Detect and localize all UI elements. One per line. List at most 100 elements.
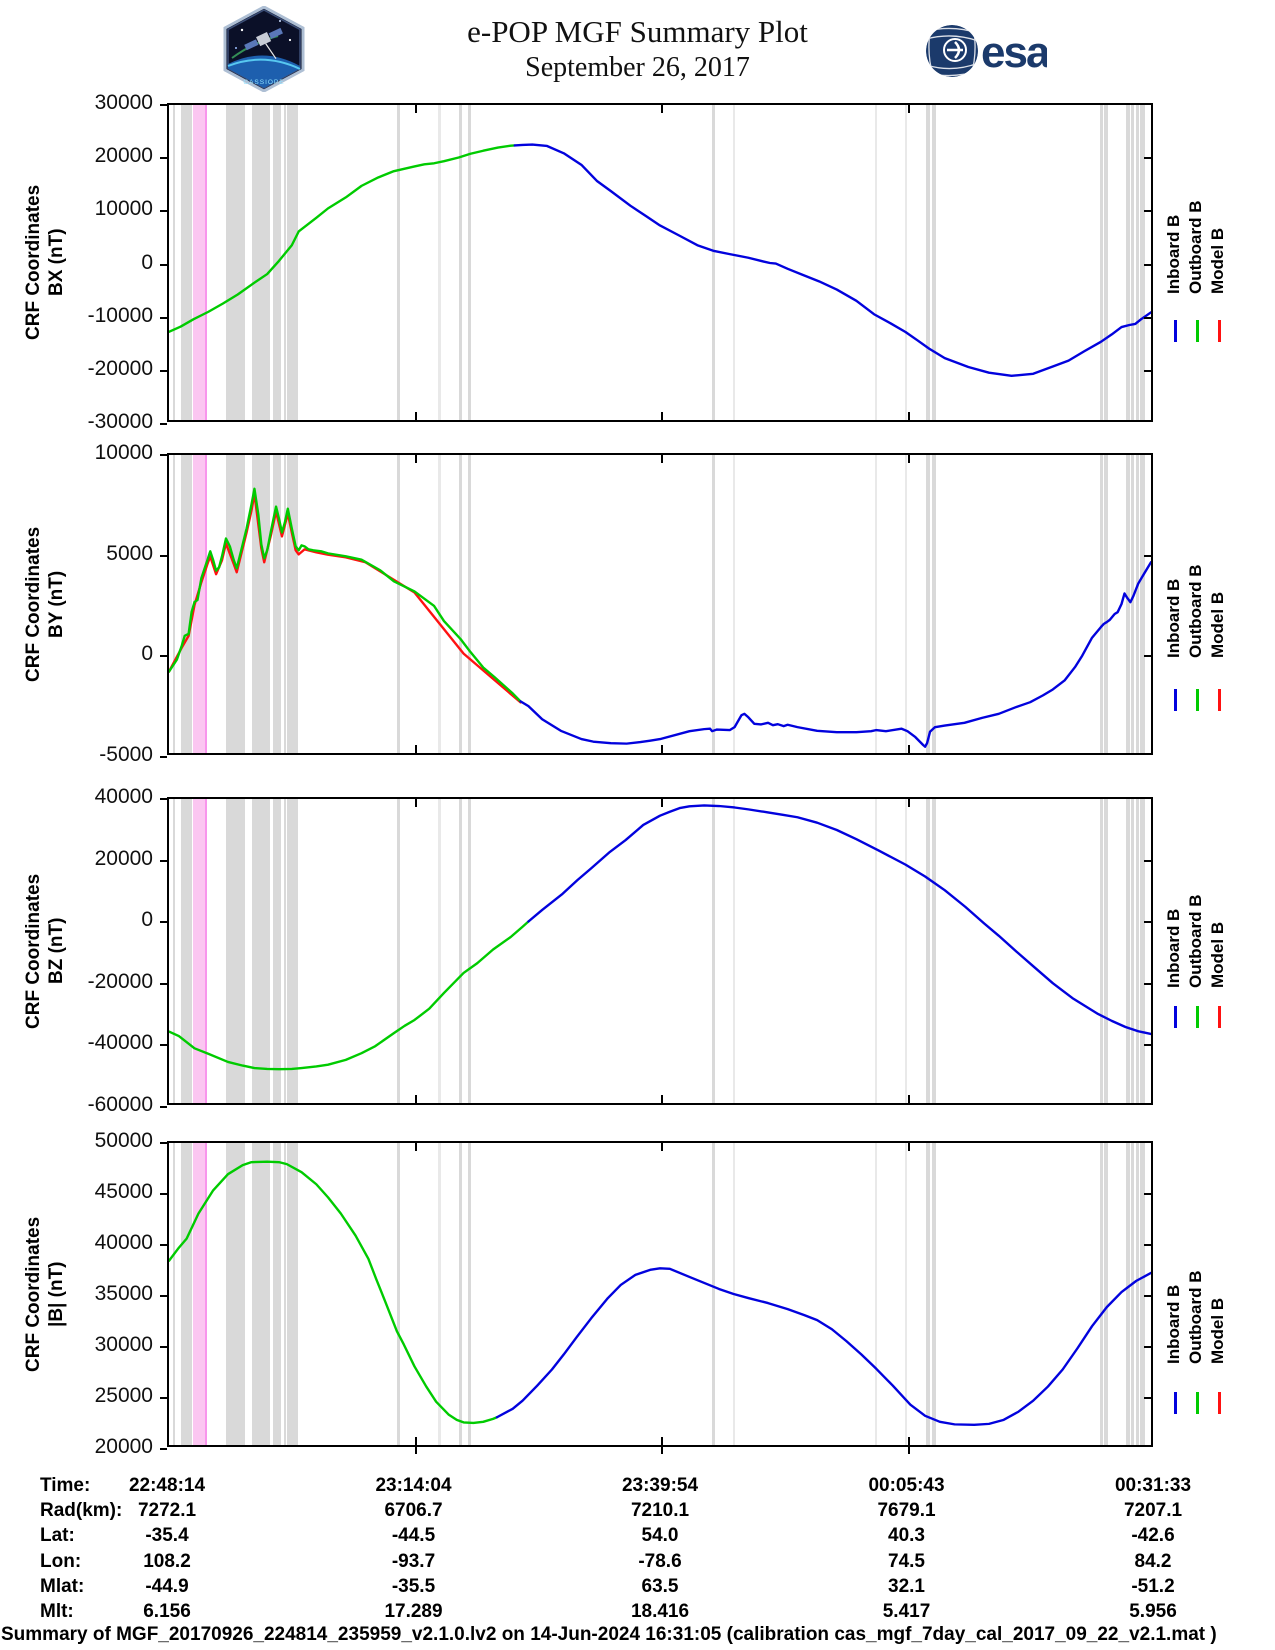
x-tick-mark-top — [907, 799, 910, 807]
y-axis-label-bz: CRF Coordinates BZ (nT) — [23, 873, 67, 1029]
series-plot-by — [169, 487, 1151, 748]
table-cell: -35.4 — [145, 1525, 189, 1547]
data-gap-band — [226, 1143, 245, 1445]
highlight-band — [193, 105, 206, 420]
data-gap-band — [458, 105, 462, 420]
y-tick-mark — [160, 454, 167, 456]
highlight-band — [205, 455, 208, 753]
table-cell: 7210.1 — [630, 1500, 690, 1522]
legend-label-text: Model B — [1208, 1297, 1227, 1364]
data-gap-band — [1099, 799, 1104, 1103]
data-gap-band — [283, 455, 286, 753]
data-gap-band — [931, 455, 936, 753]
data-gap-band — [1135, 455, 1139, 753]
y-tick-mark — [160, 1142, 167, 1144]
x-tick-mark-outer — [661, 1447, 663, 1454]
legend-label-model-b: Model B — [1208, 1232, 1230, 1364]
data-gap-band — [467, 1143, 471, 1445]
legend-marker-inboard-b — [1174, 320, 1177, 342]
page-title: e-POP MGF Summary Plot — [467, 14, 808, 49]
legend-marker-model-b — [1218, 1006, 1221, 1028]
esa-logo-label: esa — [981, 28, 1047, 77]
legend-label-text: Inboard B — [1164, 1284, 1183, 1364]
series-outboard-b-bz — [169, 920, 530, 1071]
table-cell: 84.2 — [1134, 1550, 1172, 1572]
data-gap-band — [181, 105, 193, 420]
y-tick-mark — [160, 859, 167, 862]
data-gap-band — [1135, 105, 1139, 420]
y-tick-mark-right — [1144, 921, 1151, 924]
series-model-b-by — [169, 492, 522, 704]
series-plot-bx — [169, 143, 1151, 378]
data-gap-band — [904, 799, 907, 1103]
legend-label-text: Outboard B — [1186, 200, 1205, 295]
legend-label-outboard-b: Outboard B — [1186, 1232, 1208, 1365]
legend-marker-model-b — [1218, 689, 1221, 711]
table-cell: 74.5 — [888, 1550, 925, 1572]
y-tick-mark-right — [1144, 1244, 1151, 1246]
y-tick-label: 40000 — [94, 785, 153, 808]
legend-marker-outboard-b — [1196, 689, 1199, 711]
data-gap-band — [1139, 105, 1145, 420]
legend-label-text: Inboard B — [1164, 908, 1183, 988]
table-cell: 17.289 — [384, 1601, 443, 1622]
data-gap-band — [458, 1143, 462, 1445]
y-tick-label: 20000 — [94, 144, 153, 168]
x-tick-mark-top — [907, 1143, 910, 1151]
series-inboard-b-by — [519, 561, 1151, 748]
x-tick-mark-top — [414, 1143, 417, 1151]
y-tick-mark — [160, 104, 167, 106]
x-tick-mark-bottom — [661, 745, 663, 753]
panel-bz — [160, 797, 1153, 1108]
y-tick-label: 10000 — [94, 441, 153, 464]
data-gap-band — [458, 799, 462, 1103]
y-tick-mark-right — [1144, 263, 1151, 266]
data-gap-band — [1099, 1143, 1104, 1445]
series-inboard-b-bz — [527, 804, 1151, 1036]
data-gap-band — [437, 799, 441, 1103]
series-plot-b — [169, 1160, 1151, 1427]
y-tick-mark-right — [1144, 655, 1151, 658]
table-cell: 54.0 — [641, 1525, 679, 1547]
data-gap-band — [287, 799, 298, 1103]
data-gap-band — [1135, 799, 1139, 1103]
data-gap-band — [226, 455, 245, 753]
x-tick-mark-bottom — [907, 1095, 910, 1103]
table-cell: 00:05:43 — [868, 1475, 945, 1496]
data-gap-band — [874, 1143, 877, 1445]
y-tick-label: 0 — [141, 642, 153, 666]
table-cell: 5.417 — [882, 1601, 931, 1622]
data-gap-band — [272, 1143, 282, 1445]
y-tick-mark — [160, 316, 167, 319]
data-gap-band — [283, 1143, 286, 1445]
table-cell: 22:48:14 — [128, 1475, 206, 1496]
table-cell: 6.156 — [143, 1601, 191, 1622]
legend-label-inboard-b: Inboard B — [1164, 526, 1186, 658]
x-tick-mark-top — [414, 455, 417, 463]
data-gap-band — [252, 105, 271, 420]
y-tick-mark-right — [1144, 210, 1151, 213]
y-tick-mark — [160, 982, 167, 985]
legend-label-outboard-b: Outboard B — [1186, 162, 1208, 295]
legend-label-text: Outboard B — [1186, 564, 1205, 659]
legend-label-outboard-b: Outboard B — [1186, 856, 1208, 989]
y-tick-mark — [160, 369, 167, 372]
x-tick-mark-top — [661, 105, 663, 113]
x-tick-mark-outer — [414, 1447, 417, 1454]
x-tick-mark-bottom — [414, 1095, 417, 1103]
data-gap-band — [172, 799, 176, 1103]
y-tick-mark-right — [1144, 157, 1151, 160]
data-gap-band — [287, 455, 298, 753]
data-gap-band — [732, 455, 736, 753]
y-tick-mark — [160, 554, 167, 557]
y-tick-label: -40000 — [87, 1031, 153, 1055]
data-gap-band — [925, 105, 931, 420]
highlight-band — [193, 799, 206, 1103]
y-axis-label-by: CRF Coordinates BY (nT) — [23, 526, 67, 682]
x-tick-mark-bottom — [907, 412, 910, 420]
series-outboard-b-b — [169, 1160, 499, 1425]
table-cell: -78.6 — [638, 1550, 682, 1572]
data-gap-band — [925, 1143, 931, 1445]
data-gap-band — [287, 1143, 298, 1445]
data-gap-band — [467, 799, 471, 1103]
